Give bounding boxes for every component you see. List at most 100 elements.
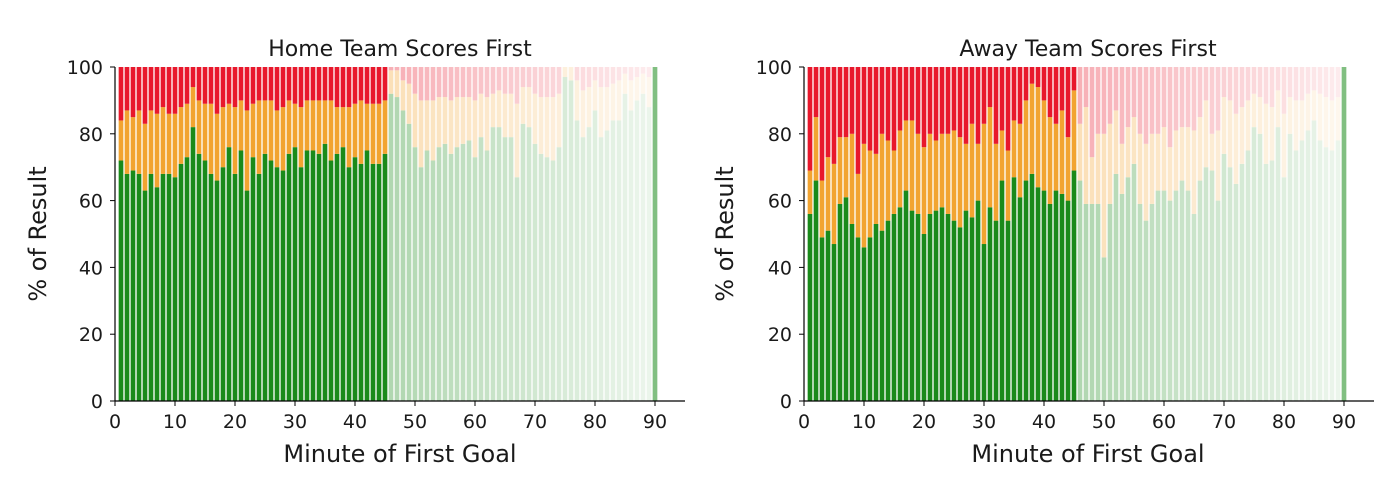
bar-minute-78-segment-1 [580, 90, 586, 138]
bar-minute-25-segment-1 [951, 130, 957, 221]
bar-minute-8-segment-2 [160, 67, 166, 108]
bar-minute-47-segment-0 [394, 97, 400, 401]
bar-minute-19-segment-0 [915, 213, 921, 401]
bar-minute-85-segment-1 [622, 73, 628, 94]
bar-minute-16-segment-1 [208, 103, 214, 174]
bar-minute-80-segment-0 [1281, 177, 1287, 401]
bar-minute-7-segment-2 [154, 67, 160, 114]
bar-minute-30-segment-0 [292, 147, 298, 401]
bar-minute-83-segment-2 [1299, 67, 1305, 101]
bar-minute-37-segment-0 [334, 153, 340, 401]
bar-minute-75-segment-0 [1251, 127, 1257, 402]
bar-minute-85-segment-0 [1311, 120, 1317, 401]
bar-minute-72-segment-2 [544, 67, 550, 98]
bar-minute-14-segment-1 [196, 100, 202, 154]
bar-minute-26-segment-0 [268, 160, 274, 401]
bar-minute-84-segment-2 [616, 67, 622, 81]
bar-minute-22-segment-0 [933, 210, 939, 401]
bar-minute-22-segment-2 [933, 67, 939, 141]
bar-minute-82-segment-2 [1293, 67, 1299, 101]
bar-minute-73-segment-2 [1239, 67, 1245, 108]
bar-minute-57-segment-1 [1143, 143, 1149, 221]
bar-minute-46-segment-2 [1077, 67, 1083, 124]
bar-minute-68-segment-0 [1209, 170, 1215, 401]
bar-minute-62-segment-0 [1173, 190, 1179, 401]
bar-minute-45-segment-1 [1071, 90, 1077, 171]
bar-minute-67-segment-1 [1203, 100, 1209, 168]
bar-minute-24-segment-2 [256, 67, 262, 101]
bar-minute-15-segment-0 [202, 160, 208, 401]
bar-minute-30-segment-2 [981, 67, 987, 124]
bar-minute-10-segment-2 [172, 67, 178, 114]
bar-minute-59-segment-0 [466, 140, 472, 402]
bar-minute-21-segment-1 [238, 100, 244, 151]
bar-minute-19-segment-1 [915, 133, 921, 214]
bar-minute-40-segment-0 [1041, 190, 1047, 401]
bar-minute-7-segment-0 [843, 197, 849, 401]
bar-minute-89-segment-1 [646, 77, 652, 108]
bar-minute-6-segment-1 [837, 137, 843, 204]
bar-minute-33-segment-0 [310, 150, 316, 401]
bar-minute-29-segment-0 [286, 153, 292, 401]
bar-minute-19-segment-1 [226, 103, 232, 148]
x-axis-label: Minute of First Goal [283, 440, 516, 468]
bar-minute-25-segment-0 [262, 153, 268, 401]
bar-minute-27-segment-2 [963, 67, 969, 144]
bar-minute-59-segment-0 [1155, 190, 1161, 401]
bar-minute-50-segment-1 [1101, 133, 1107, 258]
bar-minute-65-segment-2 [502, 67, 508, 94]
bar-minute-60-segment-0 [1161, 190, 1167, 401]
y-tick-label-0: 0 [91, 391, 103, 413]
bar-minute-89-segment-2 [646, 67, 652, 78]
bar-minute-17-segment-2 [903, 67, 909, 121]
bar-minute-51-segment-2 [418, 67, 424, 101]
bar-minute-47-segment-2 [1083, 67, 1089, 108]
bar-minute-88-segment-2 [1329, 67, 1335, 101]
bar-minute-18-segment-2 [220, 67, 226, 108]
bar-minute-8-segment-1 [849, 133, 855, 224]
bar-minute-81-segment-0 [1287, 133, 1293, 402]
bar-minute-46-segment-0 [1077, 180, 1083, 401]
bar-minute-34-segment-1 [1005, 150, 1011, 221]
bar-minute-18-segment-1 [220, 107, 226, 168]
bar-minute-58-segment-1 [1149, 133, 1155, 204]
bar-minute-82-segment-1 [1293, 100, 1299, 151]
bar-minute-28-segment-0 [969, 217, 975, 401]
bar-minute-21-segment-0 [238, 150, 244, 401]
bar-minute-38-segment-1 [340, 107, 346, 148]
bar-minute-15-segment-2 [891, 67, 897, 151]
bar-minute-63-segment-0 [1179, 180, 1185, 401]
bar-minute-9-segment-2 [166, 67, 172, 114]
bar-minute-27-segment-1 [274, 110, 280, 168]
bar-minute-58-segment-2 [460, 67, 466, 98]
bar-minute-3-segment-0 [130, 170, 136, 401]
bar-minute-47-segment-0 [1083, 203, 1089, 401]
bar-minute-39-segment-0 [1035, 187, 1041, 401]
bar-minute-57-segment-0 [454, 147, 460, 401]
bar-minute-21-segment-2 [238, 67, 244, 101]
bar-minute-25-segment-2 [262, 67, 268, 101]
bar-minute-20-segment-1 [921, 147, 927, 234]
bar-minute-33-segment-1 [310, 100, 316, 151]
bar-minute-11-segment-0 [178, 163, 184, 401]
bar-minute-89-segment-0 [646, 107, 652, 401]
bar-minute-80-segment-2 [592, 67, 598, 81]
bar-minute-53-segment-0 [1119, 193, 1125, 401]
bar-minute-30-segment-1 [292, 103, 298, 148]
bar-minute-38-segment-1 [1029, 83, 1035, 174]
bar-minute-28-segment-0 [280, 170, 286, 401]
bar-minute-21-segment-2 [927, 67, 933, 134]
y-tick-label-3: 60 [768, 191, 792, 213]
bar-minute-21-segment-1 [927, 133, 933, 214]
x-tick-label-1: 10 [852, 411, 876, 433]
bar-minute-34-segment-0 [316, 153, 322, 401]
bar-minute-81-segment-0 [598, 137, 604, 401]
bar-minute-50-segment-1 [412, 93, 418, 148]
bar-minute-74-segment-2 [1245, 67, 1251, 101]
bar-minute-18-segment-2 [909, 67, 915, 121]
bar-minute-46-segment-1 [1077, 123, 1083, 181]
bar-minute-68-segment-1 [1209, 133, 1215, 171]
bar-minute-69-segment-1 [526, 87, 532, 128]
bar-minute-46-segment-1 [388, 70, 394, 94]
bar-minute-36-segment-2 [328, 67, 334, 101]
